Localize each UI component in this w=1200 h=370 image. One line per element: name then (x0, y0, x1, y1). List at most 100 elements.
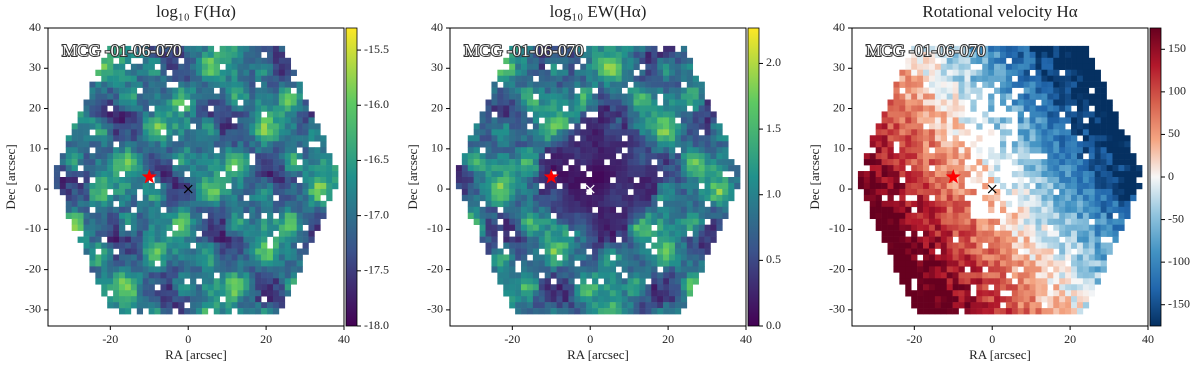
map-cell (1053, 117, 1059, 123)
map-cell (964, 219, 970, 225)
map-cell (273, 105, 279, 111)
map-cell (899, 219, 905, 225)
map-cell (273, 290, 279, 296)
map-cell (1000, 52, 1006, 58)
y-tick-label: -10 (829, 221, 845, 235)
map-cell (297, 213, 303, 219)
map-cell (610, 231, 616, 237)
map-cell (131, 129, 137, 135)
map-cell (669, 171, 675, 177)
map-cell (592, 308, 598, 314)
map-cell (143, 225, 149, 231)
map-cell (616, 82, 622, 88)
map-cell (527, 117, 533, 123)
map-cell (1059, 243, 1065, 249)
map-cell (137, 159, 143, 165)
map-cell (1047, 111, 1053, 117)
map-cell (710, 153, 716, 159)
map-cell (119, 284, 125, 290)
map-cell (622, 153, 628, 159)
map-cell (935, 189, 941, 195)
map-cell (1101, 129, 1107, 135)
map-cell (899, 278, 905, 284)
map-cell (503, 147, 509, 153)
map-cell (616, 159, 622, 165)
map-cell (279, 52, 285, 58)
map-cell (959, 254, 965, 260)
map-cell (196, 100, 202, 106)
map-cell (562, 129, 568, 135)
map-cell (503, 213, 509, 219)
map-cell (959, 237, 965, 243)
map-cell (1036, 76, 1042, 82)
map-cell (935, 260, 941, 266)
map-cell (143, 94, 149, 100)
map-cell (994, 290, 1000, 296)
map-cell (722, 153, 728, 159)
map-cell (882, 183, 888, 189)
map-cell (1053, 52, 1059, 58)
map-cell (876, 141, 882, 147)
map-cell (214, 58, 220, 64)
map-cell (917, 195, 923, 201)
map-cell (1071, 153, 1077, 159)
map-cell (202, 46, 208, 52)
map-cell (107, 284, 113, 290)
map-cell (929, 141, 935, 147)
map-cell (107, 302, 113, 308)
map-cell (988, 195, 994, 201)
map-cell (545, 278, 551, 284)
map-cell (308, 225, 314, 231)
map-cell (226, 117, 232, 123)
map-cell (976, 249, 982, 255)
map-cell (1012, 105, 1018, 111)
map-cell (143, 243, 149, 249)
map-cell (610, 195, 616, 201)
map-cell (604, 290, 610, 296)
panel-title: log₁₀ EW(Hα) (550, 2, 647, 21)
map-cell (202, 135, 208, 141)
map-cell (568, 70, 574, 76)
map-cell (1024, 52, 1030, 58)
map-cell (1030, 177, 1036, 183)
map-cell (303, 141, 309, 147)
map-cell (279, 237, 285, 243)
map-cell (255, 213, 261, 219)
map-cell (521, 183, 527, 189)
map-cell (1071, 117, 1077, 123)
map-cell (941, 76, 947, 82)
panel-title: log₁₀ F(Hα) (156, 2, 236, 21)
map-cell (639, 201, 645, 207)
map-cell (1047, 237, 1053, 243)
map-cell (515, 171, 521, 177)
map-cell (320, 207, 326, 213)
map-cell (184, 231, 190, 237)
map-cell (521, 135, 527, 141)
map-cell (616, 249, 622, 255)
map-cell (994, 254, 1000, 260)
map-cell (959, 76, 965, 82)
map-cell (1083, 213, 1089, 219)
map-cell (125, 105, 131, 111)
map-cell (509, 237, 515, 243)
map-cell (882, 159, 888, 165)
map-cell (574, 231, 580, 237)
map-cell (699, 195, 705, 201)
map-cell (166, 183, 172, 189)
map-cell (1089, 290, 1095, 296)
map-cell (226, 111, 232, 117)
map-cell (580, 266, 586, 272)
map-cell (202, 201, 208, 207)
map-cell (1036, 225, 1042, 231)
map-cell (893, 159, 899, 165)
map-cell (78, 117, 84, 123)
map-cell (1071, 284, 1077, 290)
map-cell (551, 70, 557, 76)
map-cell (196, 260, 202, 266)
map-cell (1018, 171, 1024, 177)
map-cell (468, 213, 474, 219)
map-cell (870, 153, 876, 159)
map-cell (243, 88, 249, 94)
map-cell (474, 195, 480, 201)
map-cell (1041, 159, 1047, 165)
